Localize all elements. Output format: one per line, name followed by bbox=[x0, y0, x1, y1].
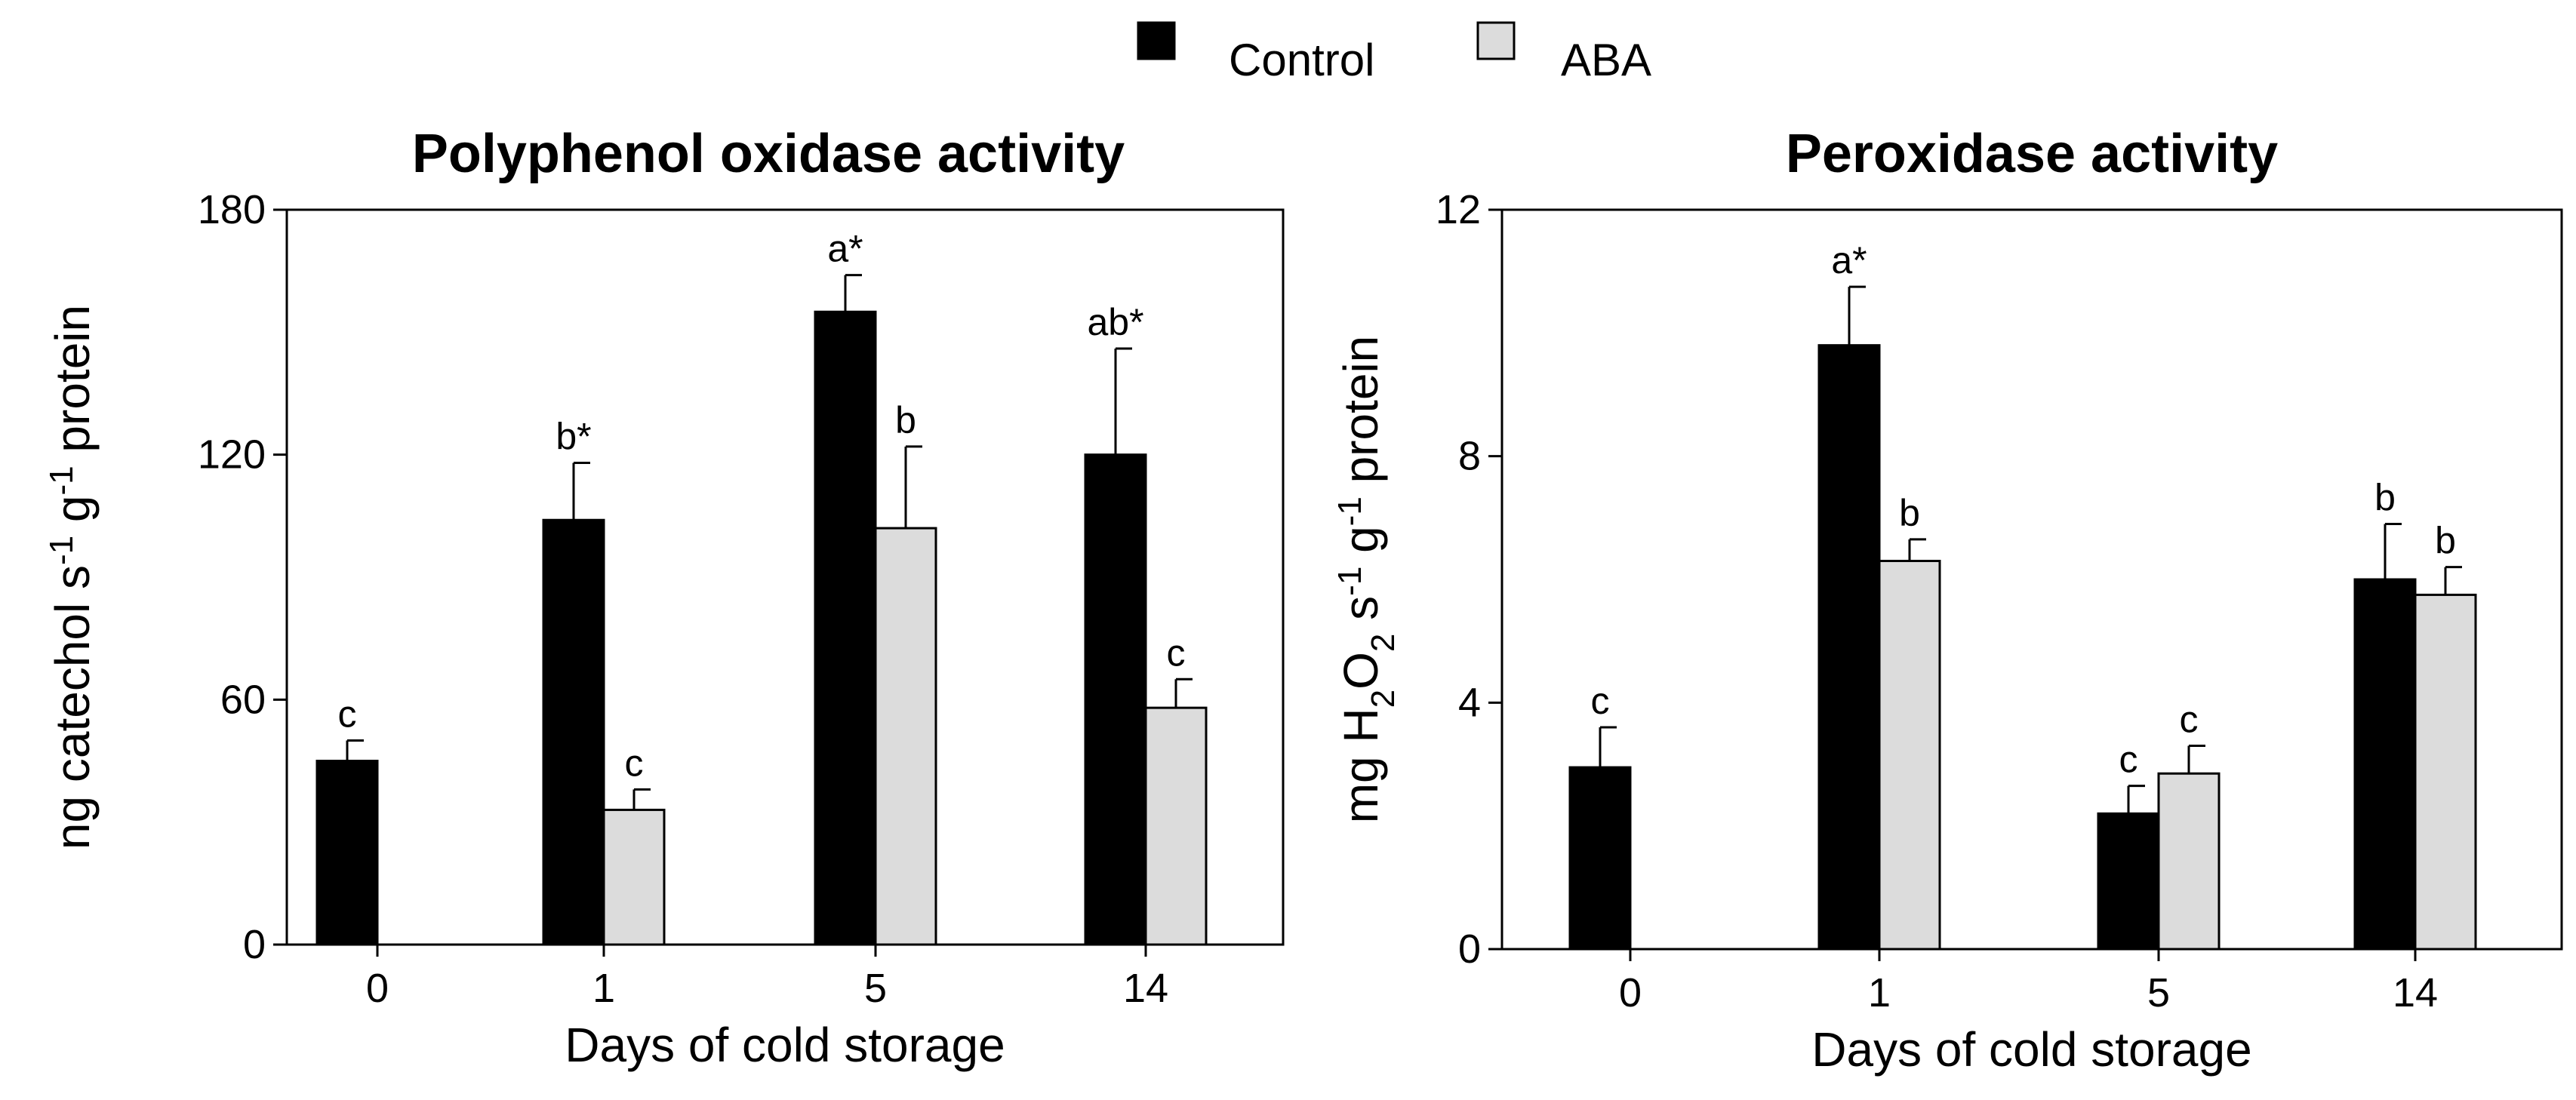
x-tick-label: 5 bbox=[864, 966, 887, 1011]
plot-frame bbox=[285, 208, 1285, 946]
significance-label-control-day-1: a* bbox=[1831, 239, 1867, 281]
y-tick-label: 0 bbox=[1458, 926, 1481, 972]
legend: Control ABA bbox=[1137, 21, 1651, 85]
x-tick-label: 0 bbox=[1619, 970, 1642, 1016]
bar-control-day-0 bbox=[315, 760, 379, 946]
x-tick-label: 1 bbox=[1868, 970, 1891, 1016]
significance-label-control-day-1: b* bbox=[556, 415, 591, 457]
bar-aba-day-1 bbox=[602, 808, 666, 946]
bar-aba-day-14 bbox=[2414, 593, 2477, 951]
y-tick-label: 8 bbox=[1458, 434, 1481, 479]
significance-label-control-day-14: ab* bbox=[1087, 301, 1143, 343]
legend-label-control: Control bbox=[1229, 35, 1374, 85]
bar-control-day-14 bbox=[2353, 578, 2417, 951]
bar-control-day-5 bbox=[2097, 812, 2160, 951]
significance-label-aba-day-14: b bbox=[2435, 520, 2456, 562]
y-axis-label: mg H2O2 s-1 g-1 protein bbox=[1331, 336, 1402, 824]
significance-label-control-day-0: c bbox=[338, 693, 357, 735]
significance-label-aba-day-5: b bbox=[895, 399, 916, 441]
significance-label-aba-day-1: b bbox=[1899, 492, 1920, 534]
y-tick-label: 0 bbox=[243, 922, 266, 967]
bar-control-day-5 bbox=[814, 310, 877, 946]
bar-aba-day-5 bbox=[2157, 772, 2221, 951]
legend-label-aba: ABA bbox=[1561, 35, 1651, 85]
bar-aba-day-5 bbox=[874, 527, 937, 946]
x-tick-label: 5 bbox=[2147, 970, 2170, 1016]
legend-swatch-control bbox=[1137, 21, 1176, 60]
bar-control-day-14 bbox=[1084, 453, 1147, 946]
x-tick-label: 1 bbox=[592, 966, 615, 1011]
y-tick-label: 12 bbox=[1436, 187, 1481, 232]
plot-frame bbox=[1500, 208, 2563, 951]
y-tick-label: 4 bbox=[1458, 680, 1481, 725]
legend-swatch-aba bbox=[1476, 21, 1516, 60]
bar-aba-day-14 bbox=[1144, 706, 1208, 946]
y-axis-label: ng catechol s-1 g-1 protein bbox=[43, 305, 100, 850]
significance-label-control-day-0: c bbox=[1591, 680, 1610, 722]
y-tick-label: 120 bbox=[198, 432, 266, 478]
bar-control-day-1 bbox=[542, 518, 605, 946]
x-tick-label: 0 bbox=[366, 966, 389, 1011]
x-axis-label: Days of cold storage bbox=[1811, 1022, 2251, 1077]
x-axis-label: Days of cold storage bbox=[565, 1018, 1005, 1072]
chart-polyphenol-oxidase: Polyphenol oxidase activity c b* a* ab* c b c 0 6… bbox=[43, 124, 1285, 1072]
bar-control-day-1 bbox=[1817, 344, 1881, 951]
significance-label-control-day-5: c bbox=[2119, 739, 2138, 781]
significance-label-aba-day-5: c bbox=[2180, 699, 2199, 741]
chart-title: Peroxidase activity bbox=[1786, 124, 2278, 184]
significance-label-control-day-14: b bbox=[2374, 477, 2396, 519]
bar-control-day-0 bbox=[1568, 766, 1632, 951]
bar-aba-day-1 bbox=[1878, 560, 1941, 951]
significance-label-control-day-5: a* bbox=[827, 228, 863, 270]
y-tick-label: 180 bbox=[198, 187, 266, 232]
x-tick-label: 14 bbox=[1123, 966, 1168, 1011]
chart-title: Polyphenol oxidase activity bbox=[412, 124, 1125, 184]
significance-label-aba-day-14: c bbox=[1167, 631, 1186, 674]
x-tick-label: 14 bbox=[2393, 970, 2438, 1016]
y-tick-label: 60 bbox=[220, 677, 266, 722]
significance-label-aba-day-1: c bbox=[625, 742, 644, 784]
